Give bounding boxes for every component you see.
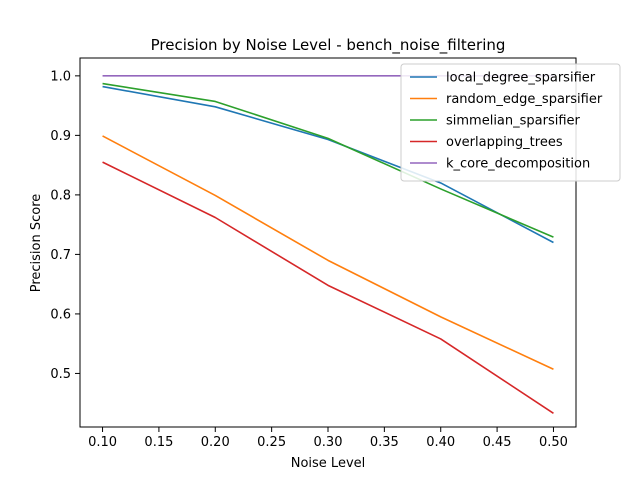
legend-label: local_degree_sparsifier (446, 71, 596, 86)
legend-label: k_core_decomposition (446, 157, 590, 172)
chart-title: Precision by Noise Level - bench_noise_f… (151, 36, 506, 55)
x-tick-label: 0.50 (539, 435, 568, 450)
x-tick-label: 0.25 (257, 435, 286, 450)
y-tick-label: 0.5 (50, 367, 71, 382)
x-tick-label: 0.45 (483, 435, 512, 450)
series-line-overlapping-trees (102, 161, 554, 414)
axes-frame (79, 57, 577, 428)
y-axis: 0.5 0.6 0.7 0.8 0.9 1.0 (50, 69, 80, 382)
legend-label: simmelian_sparsifier (446, 114, 581, 129)
x-tick-label: 0.20 (201, 435, 230, 450)
series-line-random-edge-sparsifier (102, 135, 554, 370)
legend: local_degree_sparsifier random_edge_spars… (400, 63, 621, 182)
y-tick-label: 0.6 (50, 307, 71, 322)
x-tick-label: 0.35 (370, 435, 399, 450)
y-tick-label: 0.8 (50, 188, 71, 203)
x-axis: 0.10 0.15 0.20 0.25 0.30 0.35 0.40 0.45 0.50 (88, 427, 568, 450)
x-tick-label: 0.30 (314, 435, 343, 450)
legend-label: overlapping_trees (446, 135, 563, 150)
x-tick-label: 0.10 (88, 435, 117, 450)
y-tick-label: 0.9 (50, 129, 71, 144)
series-line-simmelian-sparsifier (102, 82, 554, 238)
series-lines (102, 75, 554, 414)
series-line-local-degree-sparsifier (102, 85, 554, 244)
y-tick-label: 1.0 (50, 69, 71, 84)
y-tick-label: 0.7 (50, 248, 71, 263)
x-axis-label: Noise Level (291, 456, 366, 471)
x-tick-label: 0.40 (426, 435, 455, 450)
legend-box (400, 63, 621, 182)
y-axis-label: Precision Score (29, 194, 44, 293)
legend-label: random_edge_sparsifier (446, 92, 603, 107)
x-tick-label: 0.15 (144, 435, 173, 450)
